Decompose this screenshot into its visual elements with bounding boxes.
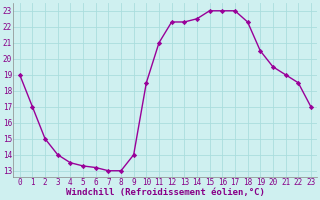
X-axis label: Windchill (Refroidissement éolien,°C): Windchill (Refroidissement éolien,°C) [66, 188, 265, 197]
